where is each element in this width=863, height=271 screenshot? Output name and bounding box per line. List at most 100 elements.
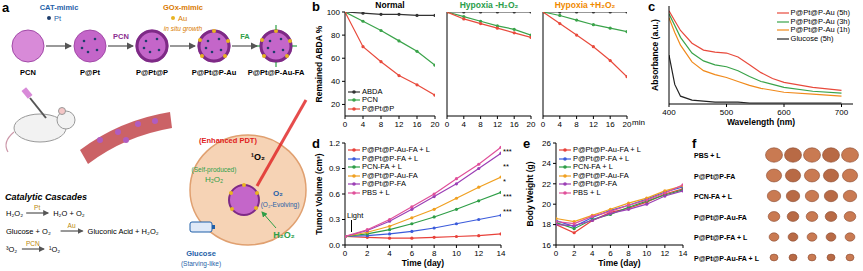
svg-text:0: 0 [343, 120, 348, 129]
svg-text:(O₂-Evolving): (O₂-Evolving) [261, 201, 300, 209]
svg-text:14: 14 [497, 249, 506, 258]
svg-text:P@Pt@P-FA: P@Pt@P-FA [694, 173, 735, 180]
svg-text:2: 2 [572, 249, 577, 258]
svg-text:8: 8 [379, 120, 384, 129]
svg-text:P@Pt@P-Au-FA + L: P@Pt@P-Au-FA + L [694, 255, 760, 262]
svg-text:(Self-produced): (Self-produced) [192, 166, 237, 174]
svg-text:20: 20 [542, 200, 551, 209]
svg-text:0.6: 0.6 [329, 190, 341, 199]
svg-text:26: 26 [542, 139, 551, 148]
svg-text:P@Pt@P-Au: P@Pt@P-Au [192, 68, 237, 77]
svg-text:O₂: O₂ [273, 189, 283, 198]
html-text:Body Weight (g): Body Weight (g) [524, 161, 535, 227]
svg-text:12: 12 [395, 120, 404, 129]
svg-text:60: 60 [331, 54, 340, 63]
svg-text:Gluconic Acid + H₂O₂: Gluconic Acid + H₂O₂ [88, 227, 159, 236]
svg-text:700: 700 [835, 108, 849, 117]
svg-text:P@Pt@P: P@Pt@P [136, 68, 168, 77]
svg-text:24: 24 [542, 159, 551, 168]
svg-text:16: 16 [606, 120, 615, 129]
svg-text:12: 12 [493, 120, 502, 129]
svg-text:12: 12 [660, 249, 669, 258]
svg-text:4: 4 [558, 120, 563, 129]
svg-text:8: 8 [432, 249, 437, 258]
svg-text:(Enhanced PDT): (Enhanced PDT) [199, 136, 257, 145]
svg-text:8: 8 [626, 249, 631, 258]
svg-text:2: 2 [365, 249, 370, 258]
svg-text:20: 20 [331, 100, 340, 109]
svg-text:¹O₂: ¹O₂ [251, 152, 265, 162]
svg-text:4: 4 [462, 120, 467, 129]
svg-text:12: 12 [589, 120, 598, 129]
svg-text:PBS + L: PBS + L [694, 152, 721, 159]
svg-text:20: 20 [431, 120, 440, 129]
svg-text:4: 4 [590, 249, 595, 258]
svg-text:6: 6 [608, 249, 613, 258]
svg-text:6: 6 [410, 249, 415, 258]
svg-text:500: 500 [720, 108, 734, 117]
svg-text:18: 18 [542, 220, 551, 229]
svg-text:14: 14 [679, 249, 688, 258]
svg-text:H₂O₂: H₂O₂ [205, 175, 223, 184]
svg-text:0.0: 0.0 [329, 241, 341, 250]
svg-text:Pt: Pt [34, 204, 40, 211]
svg-text:H₂O + O₂: H₂O + O₂ [53, 209, 85, 218]
svg-text:16: 16 [413, 120, 422, 129]
svg-text:80: 80 [331, 31, 340, 40]
svg-text:400: 400 [662, 108, 676, 117]
svg-text:22: 22 [542, 180, 551, 189]
svg-text:0: 0 [343, 249, 348, 258]
svg-text:FA: FA [240, 32, 250, 41]
svg-text:Catalytic Cascades: Catalytic Cascades [5, 192, 87, 202]
html-text:ABDA: ABDA [362, 86, 383, 96]
svg-text:¹O₂: ¹O₂ [49, 245, 60, 254]
svg-text:8: 8 [574, 120, 579, 129]
svg-text:in situ growth: in situ growth [164, 25, 203, 33]
html-text:Tumor Volume (cm³): Tumor Volume (cm³) [313, 153, 324, 235]
html-text:Remained ABDA %: Remained ABDA % [313, 25, 324, 103]
html-text:Hypoxia -H₂O₂: Hypoxia -H₂O₂ [459, 0, 519, 10]
svg-text:Glucose: Glucose [186, 249, 216, 258]
svg-text:12: 12 [474, 249, 483, 258]
svg-text:4: 4 [387, 249, 392, 258]
svg-text:4: 4 [361, 120, 366, 129]
svg-text:CAT-mimic: CAT-mimic [40, 3, 79, 12]
svg-text:H₂O₂: H₂O₂ [273, 230, 295, 240]
svg-text:600: 600 [777, 108, 791, 117]
svg-text:PCN: PCN [26, 240, 40, 247]
svg-text:10: 10 [452, 249, 461, 258]
svg-text:P@Pt@P-FA + L: P@Pt@P-FA + L [694, 234, 748, 241]
svg-text:P@Pt@P-Au-FA: P@Pt@P-Au-FA [248, 68, 305, 77]
svg-text:20: 20 [527, 120, 536, 129]
svg-text:H₂O₂: H₂O₂ [6, 209, 23, 218]
svg-text:(Starving-like): (Starving-like) [181, 260, 221, 268]
svg-text:1.2: 1.2 [329, 139, 341, 148]
svg-text:Pt: Pt [54, 14, 62, 23]
svg-text:Au: Au [178, 14, 187, 23]
svg-text:100: 100 [327, 8, 341, 17]
svg-text:³O₂: ³O₂ [6, 245, 17, 254]
svg-text:Au: Au [68, 222, 76, 229]
html-text:Hypoxia +H₂O₂: Hypoxia +H₂O₂ [554, 0, 616, 10]
svg-text:10: 10 [642, 249, 651, 258]
svg-text:0: 0 [541, 120, 546, 129]
svg-text:GOx-mimic: GOx-mimic [163, 3, 203, 12]
svg-text:P@Pt: P@Pt [80, 68, 100, 77]
html-text:P@Pt@P: P@Pt@P [362, 103, 395, 113]
svg-text:16: 16 [542, 241, 551, 250]
svg-text:P@Pt@P-Au-FA: P@Pt@P-Au-FA [694, 214, 747, 221]
svg-text:0.9: 0.9 [329, 164, 341, 173]
svg-text:16: 16 [510, 120, 519, 129]
svg-text:0: 0 [554, 249, 559, 258]
html-text:Normal: Normal [375, 0, 405, 10]
svg-text:PCN: PCN [20, 68, 36, 77]
html-text:Absorbance (a.u.): Absorbance (a.u.) [649, 19, 660, 91]
svg-text:Glucose + O₂: Glucose + O₂ [6, 227, 51, 236]
svg-text:0: 0 [445, 120, 450, 129]
svg-text:PCN-FA + L: PCN-FA + L [694, 193, 733, 200]
svg-text:20: 20 [623, 120, 632, 129]
svg-text:0.3: 0.3 [329, 215, 341, 224]
svg-text:8: 8 [478, 120, 483, 129]
svg-text:40: 40 [331, 77, 340, 86]
svg-text:PCN: PCN [113, 32, 129, 41]
